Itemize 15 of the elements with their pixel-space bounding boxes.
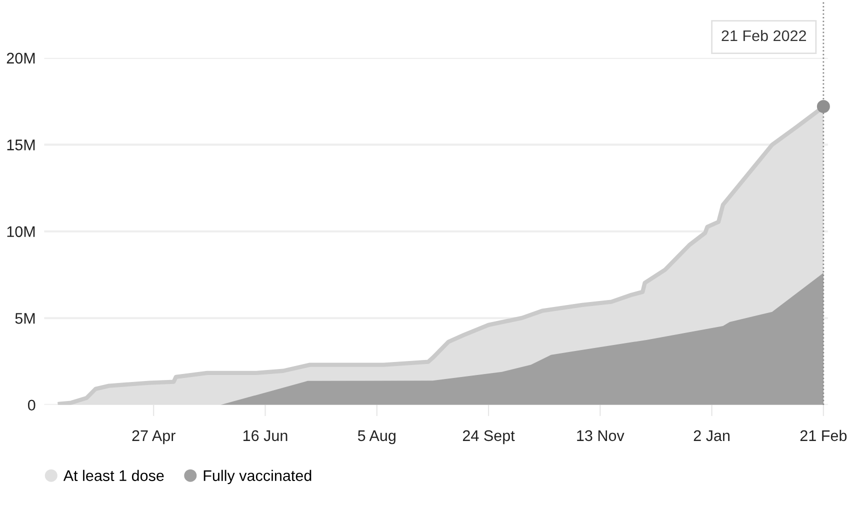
x-tick-label: 24 Sept (462, 430, 515, 444)
x-tick-label: 27 Apr (132, 430, 176, 444)
x-tick-label: 5 Aug (358, 430, 396, 444)
x-tick-label: 2 Jan (694, 430, 730, 442)
y-tick-label: 20M (6, 52, 35, 64)
ref-line-label: 21 Feb 2022 (722, 30, 806, 42)
y-tick-label: 10M (7, 226, 35, 238)
x-tick-label: 21 Feb (800, 430, 847, 442)
y-tick-label: 5M (15, 313, 35, 324)
y-tick-label: 15M (7, 140, 35, 150)
x-tick-label: 13 Nov (577, 430, 624, 442)
y-tick-label: 0 (28, 400, 36, 411)
x-tick-label: 16 Jun (243, 430, 288, 442)
legend-label: Fully vaccinated (204, 470, 312, 484)
legend-label: At least 1 dose (63, 470, 164, 482)
